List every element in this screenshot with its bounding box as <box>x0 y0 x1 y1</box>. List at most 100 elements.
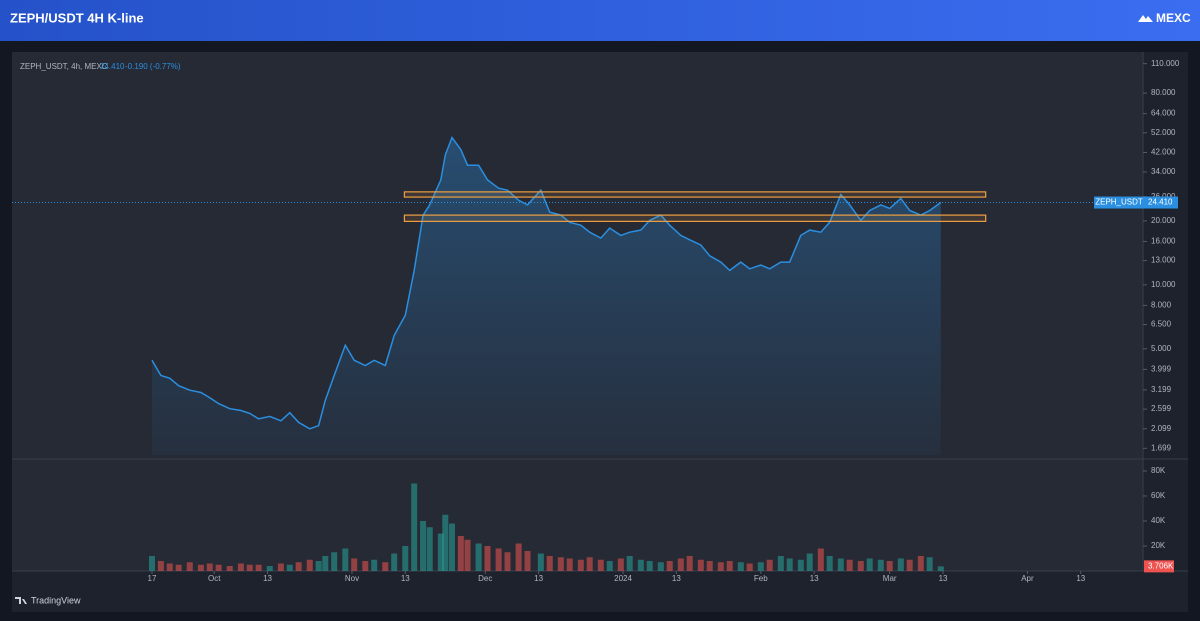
x-tick-label: Mar <box>883 574 897 583</box>
volume-bar <box>706 561 713 571</box>
legend-symbol: ZEPH_USDT, 4h, MEXC <box>20 62 108 71</box>
y-tick-label: 80.000 <box>1151 88 1176 97</box>
volume-bar <box>617 558 624 571</box>
x-tick-label: Apr <box>1021 574 1034 583</box>
zone <box>403 214 987 222</box>
volume-bar <box>697 559 704 571</box>
volume-bar <box>197 564 204 571</box>
volume-bar <box>626 556 633 571</box>
volume-bar <box>331 552 338 571</box>
volume-bar <box>411 483 418 571</box>
legend-change: -0.190 (-0.77%) <box>125 62 181 71</box>
volume-tick-label: 80K <box>1151 466 1166 475</box>
y-tick-label: 1.699 <box>1151 443 1172 452</box>
volume-bar <box>402 546 409 571</box>
volume-bar <box>806 553 813 571</box>
x-tick-label: 17 <box>148 574 157 583</box>
last-volume-box <box>1144 560 1174 573</box>
volume-bar <box>166 563 173 571</box>
volume-bar <box>926 557 933 571</box>
volume-bar <box>255 564 262 571</box>
volume-bar <box>917 556 924 571</box>
volume-bar <box>566 558 573 571</box>
volume-bar <box>266 566 273 571</box>
volume-bar <box>286 564 293 571</box>
volume-bar <box>306 559 313 571</box>
header-title: ZEPH/USDT 4H K-line <box>10 10 144 25</box>
volume-bar <box>475 543 482 571</box>
volume-bar <box>597 559 604 571</box>
volume-bar <box>777 556 784 571</box>
tv-logo <box>15 597 27 604</box>
volume-bar <box>646 561 653 571</box>
brand-icon <box>1138 15 1153 22</box>
volume-bar <box>515 543 522 571</box>
volume-bar <box>426 527 433 571</box>
volume-bar <box>215 564 222 571</box>
x-tick-label: 13 <box>672 574 681 583</box>
volume-bar <box>246 564 253 571</box>
volume-bar <box>442 514 449 571</box>
volume-bar <box>524 551 531 571</box>
x-tick-label: 2024 <box>614 574 632 583</box>
volume-bar <box>157 561 164 571</box>
y-tick-label: 42.000 <box>1151 148 1176 157</box>
x-tick-label: Dec <box>478 574 492 583</box>
volume-bar <box>437 533 444 571</box>
y-tick-label: 13.000 <box>1151 256 1176 265</box>
volume-bar <box>906 559 913 571</box>
volume-bar <box>148 556 155 571</box>
volume-bar <box>937 566 944 571</box>
y-tick-label: 64.000 <box>1151 109 1176 118</box>
volume-tick-label: 60K <box>1151 491 1166 500</box>
volume-bar <box>295 562 302 571</box>
volume-bar <box>448 523 455 571</box>
volume-bar <box>826 556 833 571</box>
x-tick-label: Nov <box>345 574 359 583</box>
volume-bar <box>457 536 464 571</box>
zone <box>403 191 987 198</box>
area-fill <box>151 137 941 455</box>
volume-bar <box>897 558 904 571</box>
volume-bar <box>637 559 644 571</box>
volume-bar <box>322 556 329 571</box>
y-tick-label: 10.000 <box>1151 280 1176 289</box>
volume-bar <box>484 546 491 571</box>
x-tick-label: 13 <box>401 574 410 583</box>
y-tick-label: 26.000 <box>1151 192 1176 201</box>
volume-bar <box>837 558 844 571</box>
volume-bar <box>464 539 471 571</box>
volume-bar <box>315 561 322 571</box>
volume-bar <box>846 559 853 571</box>
last-price-box <box>1144 196 1178 209</box>
volume-bar <box>504 552 511 571</box>
volume-bar <box>175 564 182 571</box>
y-tick-label: 34.000 <box>1151 167 1176 176</box>
volume-bar <box>351 558 358 571</box>
volume-bar <box>382 562 389 571</box>
volume-bar <box>546 556 553 571</box>
y-tick-label: 3.999 <box>1151 364 1172 373</box>
x-tick-label: Feb <box>754 574 768 583</box>
y-tick-label: 16.000 <box>1151 237 1176 246</box>
volume-bar <box>557 557 564 571</box>
volume-bar <box>737 562 744 571</box>
legend-last: 24.410 <box>100 62 125 71</box>
brand: MEXC <box>1156 11 1191 25</box>
x-tick-label: Oct <box>208 574 221 583</box>
volume-bar <box>586 557 593 571</box>
x-tick-label: 13 <box>1076 574 1085 583</box>
volume-bar <box>866 558 873 571</box>
y-tick-label: 2.599 <box>1151 404 1172 413</box>
price-tag-name: ZEPH_USDT <box>1095 198 1143 207</box>
x-tick-label: 13 <box>810 574 819 583</box>
x-tick-label: 13 <box>263 574 272 583</box>
volume-bar <box>877 559 884 571</box>
volume-bar <box>857 561 864 571</box>
price-tag-box <box>1094 196 1144 209</box>
volume-bar <box>797 559 804 571</box>
volume-bar <box>577 559 584 571</box>
volume-bar <box>537 553 544 571</box>
volume-bar <box>606 561 613 571</box>
